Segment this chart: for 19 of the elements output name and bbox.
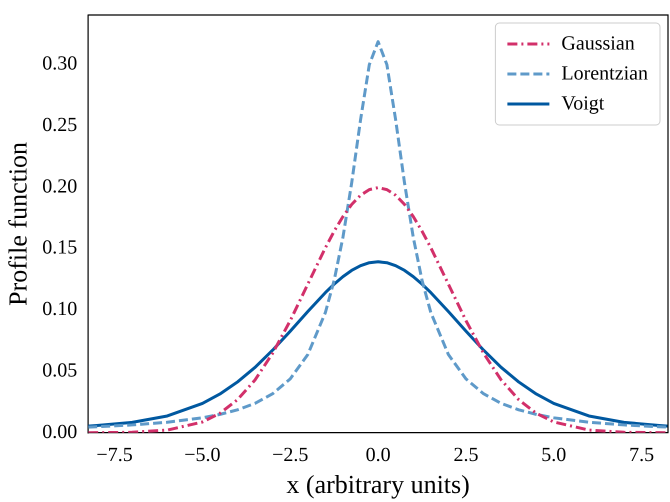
y-tick-label: 0.10 — [42, 298, 78, 320]
x-tick-label: −2.5 — [272, 444, 308, 466]
y-tick-label: 0.05 — [42, 360, 78, 382]
y-tick-label: 0.30 — [42, 52, 78, 74]
x-axis-title: x (arbitrary units) — [286, 470, 470, 500]
x-tick-label: −7.5 — [96, 444, 133, 466]
legend-label: Lorentzian — [561, 62, 648, 84]
y-tick-label: 0.25 — [42, 114, 78, 136]
x-tick-label: 2.5 — [453, 444, 478, 466]
legend-label: Voigt — [561, 92, 605, 114]
y-tick-label: 0.00 — [42, 421, 78, 444]
legend-label: Gaussian — [561, 32, 635, 54]
x-tick-label: −5.0 — [184, 444, 221, 466]
y-tick-label: 0.20 — [42, 175, 78, 198]
x-tick-label: 0.0 — [366, 444, 391, 466]
x-tick-label: 7.5 — [629, 444, 654, 466]
y-axis-title: Profile function — [3, 142, 32, 306]
y-tick-label: 0.15 — [42, 236, 78, 259]
x-tick-label: 5.0 — [541, 444, 566, 466]
